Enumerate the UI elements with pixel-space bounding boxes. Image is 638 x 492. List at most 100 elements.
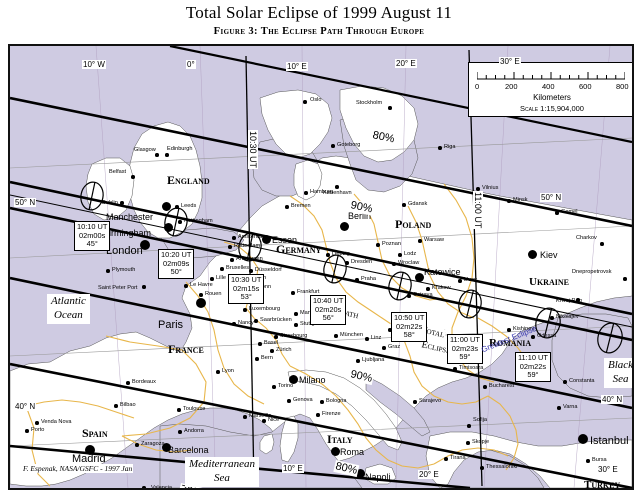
city-label-lodz: Lodz — [404, 251, 417, 257]
city-label-kiev: Kiev — [540, 250, 558, 260]
graticule-label-8: 40° N — [601, 395, 624, 404]
city-dot — [165, 153, 169, 157]
city-dot — [466, 441, 470, 445]
city-dot — [272, 385, 276, 389]
city-label-marseille: Marseille — [249, 413, 272, 419]
city-dot — [25, 429, 29, 433]
city-label-katowice: Katowice — [424, 267, 461, 277]
city-label-goteborg: Goteborg — [337, 142, 361, 148]
city-label-london: London — [106, 245, 143, 257]
city-dot — [531, 335, 535, 339]
city-dot — [557, 406, 561, 410]
scale-tick-0: 0 — [475, 82, 480, 91]
city-dot-major — [85, 445, 95, 455]
city-dot — [413, 400, 417, 404]
time-box-1030: 10:30 UT 02m15s 53° — [228, 274, 265, 305]
city-dot — [345, 261, 349, 265]
city-label-hamburg: Hamburg — [310, 189, 334, 195]
city-label-torino: Torino — [278, 383, 294, 389]
city-label-varna: Varna — [563, 404, 578, 410]
scale-ratio-label: Scale 1:15,904,000 — [520, 104, 584, 113]
city-dot — [382, 346, 386, 350]
city-label-odessa: Odessa — [537, 333, 557, 339]
city-label-bern: Bern — [261, 355, 273, 361]
city-dot — [126, 381, 130, 385]
city-dot — [316, 413, 320, 417]
city-label-luxembourg: Luxembourg — [249, 306, 281, 312]
country-label-ukraine: Ukraine — [529, 276, 569, 288]
city-label-roma: Roma — [340, 447, 365, 457]
city-dot — [35, 421, 39, 425]
city-dot — [274, 335, 278, 339]
city-label-oslo: Oslo — [310, 97, 322, 103]
city-label-timisoara: Timisoara — [459, 365, 484, 371]
city-dot — [476, 187, 480, 191]
country-label-romania: Romania — [489, 337, 532, 349]
city-dot — [228, 245, 232, 249]
city-label-saintpeterport: Saint Peter Port — [98, 285, 138, 291]
city-dot — [402, 203, 406, 207]
city-dot — [335, 185, 339, 189]
city-dot — [563, 380, 567, 384]
city-dot — [398, 253, 402, 257]
city-label-berlin: Berlin — [348, 211, 372, 221]
city-dot-major — [339, 221, 349, 231]
city-dot-major — [330, 446, 340, 456]
city-label-zaragoza: Zaragoza — [141, 441, 165, 447]
city-label-kbenhavn: København — [323, 190, 352, 196]
city-dot — [106, 269, 110, 273]
city-label-sofija: Sofija — [473, 417, 487, 423]
graticule-label-10: 20° E — [418, 470, 440, 479]
city-label-glasgow: Glasgow — [134, 147, 156, 153]
city-dot — [178, 430, 182, 434]
city-dot — [142, 285, 146, 289]
city-dot — [453, 367, 457, 371]
city-dot — [388, 328, 392, 332]
country-label-turkey: Turkey — [584, 479, 621, 490]
city-dot — [177, 408, 181, 412]
city-label-barcelona: Barcelona — [168, 445, 209, 455]
city-dot — [287, 399, 291, 403]
city-dot — [291, 291, 295, 295]
city-dot — [285, 205, 289, 209]
city-dot — [249, 269, 253, 273]
city-label-praha: Praha — [361, 276, 376, 282]
city-label-bremen: Bremen — [291, 203, 311, 209]
city-label-paris: Paris — [158, 319, 184, 331]
city-label-wroclaw: Wroclaw — [398, 260, 420, 266]
city-label-bordeaux: Bordeaux — [132, 379, 156, 385]
map-canvas[interactable]: 0 200 400 600 800 Kilometers Scale 1:15,… — [8, 44, 634, 490]
city-dot — [356, 359, 360, 363]
city-dot — [210, 277, 214, 281]
city-dot — [270, 349, 274, 353]
graticule-label-3: 20° E — [395, 59, 417, 68]
city-dot — [483, 385, 487, 389]
city-label-lille: Lille — [216, 275, 226, 281]
city-label-sarajevo: Sarajevo — [419, 398, 442, 404]
scale-tick-2: 400 — [542, 82, 555, 91]
city-dot — [331, 144, 335, 148]
city-dot — [120, 201, 124, 205]
city-dot-major — [578, 434, 588, 444]
city-label-bologna: Bologna — [326, 398, 347, 404]
city-label-mnchen: München — [340, 332, 364, 338]
country-label-spain: Spain — [82, 426, 108, 440]
city-dot-major — [140, 240, 150, 250]
city-dot — [304, 191, 308, 195]
city-label-rotterdam: Rotterdam — [234, 243, 261, 249]
city-dot — [294, 323, 298, 327]
graticule-label-1: 0° — [186, 60, 196, 69]
city-label-andorra: Andorra — [184, 428, 204, 434]
city-dot-major — [161, 201, 171, 211]
scale-ticks — [477, 72, 625, 80]
graticule-label-6: 50° N — [540, 193, 563, 202]
city-label-madrid: Madrid — [72, 453, 106, 465]
city-dot — [131, 175, 135, 179]
city-dot — [365, 337, 369, 341]
city-dot — [326, 253, 330, 257]
city-dot — [376, 243, 380, 247]
country-label-poland: Poland — [395, 217, 432, 231]
city-dot — [600, 242, 604, 246]
city-label-genova: Genova — [293, 397, 313, 403]
city-dot — [388, 106, 392, 110]
